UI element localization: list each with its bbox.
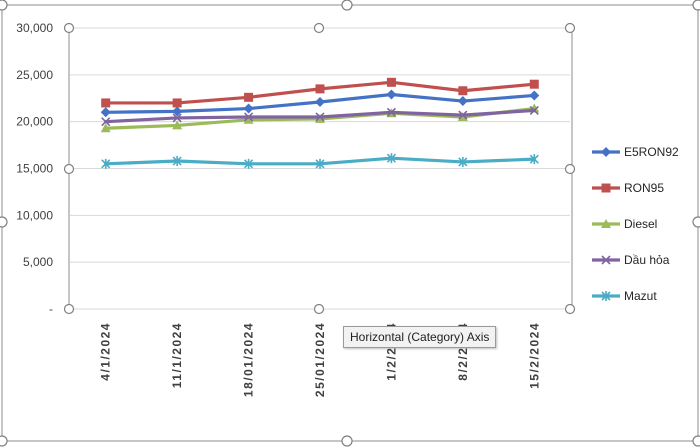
data-point-stroke — [315, 112, 325, 122]
data-point[interactable] — [386, 89, 397, 100]
data-point[interactable] — [172, 156, 182, 167]
legend-label: Dầu hỏa — [624, 253, 670, 267]
chart-resize-handle[interactable] — [341, 435, 353, 447]
data-point-stroke — [601, 255, 611, 265]
axis-tooltip: Horizontal (Category) Axis — [343, 326, 497, 348]
plot-resize-handle[interactable] — [63, 163, 75, 175]
series-group[interactable] — [100, 77, 540, 169]
chart-resize-handle[interactable] — [692, 0, 700, 11]
data-point[interactable] — [101, 98, 111, 108]
data-point[interactable] — [172, 113, 182, 123]
data-point[interactable] — [172, 98, 182, 108]
chart-resize-handle[interactable] — [0, 216, 8, 228]
data-point[interactable] — [101, 117, 111, 127]
plot-resize-handle[interactable] — [564, 22, 576, 34]
data-point-stroke — [386, 107, 396, 117]
data-point[interactable] — [100, 107, 111, 118]
y-tick-label: 5,000 — [23, 255, 53, 269]
y-axis: - 5,000 10,000 15,000 20,000 25,000 30,000 — [16, 21, 53, 316]
legend-marker[interactable] — [601, 183, 611, 193]
data-point[interactable] — [458, 110, 468, 120]
data-point[interactable] — [529, 154, 539, 165]
data-point[interactable] — [244, 112, 254, 122]
data-point[interactable] — [529, 90, 540, 101]
plot-resize-handle[interactable] — [564, 303, 576, 315]
data-point-stroke — [172, 113, 182, 123]
y-tick-label: 15,000 — [16, 162, 53, 176]
data-point-stroke — [529, 105, 539, 115]
legend-marker[interactable] — [601, 147, 611, 157]
x-tick-label[interactable]: 4/1/2024 — [99, 322, 113, 381]
y-tick-label: 20,000 — [16, 115, 53, 129]
data-point[interactable] — [243, 103, 254, 114]
legend-label: Mazut — [624, 289, 657, 303]
data-point[interactable] — [243, 114, 254, 124]
legend-marker[interactable] — [601, 255, 611, 265]
data-point-stroke — [101, 117, 111, 127]
y-tick-label: 30,000 — [16, 21, 53, 35]
data-point-stroke — [244, 112, 254, 122]
y-tick-label: 10,000 — [16, 208, 53, 222]
legend-item[interactable]: Mazut — [592, 289, 657, 303]
legend-label: Diesel — [624, 217, 657, 231]
legend-item[interactable]: RON95 — [592, 181, 664, 195]
x-axis[interactable]: 4/1/2024 11/1/2024 18/01/2024 25/01/2024 1/2… — [99, 322, 542, 397]
chart-resize-handle[interactable] — [692, 216, 700, 228]
data-point[interactable] — [315, 84, 325, 94]
data-point[interactable] — [315, 96, 325, 107]
legend-label: E5RON92 — [624, 145, 679, 159]
chart-resize-handle[interactable] — [0, 0, 8, 11]
series-RON95[interactable] — [101, 77, 539, 108]
x-tick-label[interactable]: 15/2/2024 — [527, 322, 541, 389]
series-Mazut[interactable] — [101, 153, 539, 169]
y-tick-label: - — [49, 302, 53, 316]
data-point[interactable] — [172, 106, 183, 117]
legend-label: RON95 — [624, 181, 664, 195]
plot-resize-handle[interactable] — [63, 303, 75, 315]
data-point[interactable] — [458, 86, 468, 96]
data-point[interactable] — [457, 96, 468, 107]
data-point[interactable] — [315, 112, 325, 122]
legend-marker[interactable] — [601, 291, 611, 301]
plot-resize-handle[interactable] — [564, 163, 576, 175]
legend[interactable]: E5RON92 RON95 Diesel Dầu hỏa Mazut — [592, 145, 679, 303]
data-point[interactable] — [315, 158, 325, 169]
legend-item[interactable]: Dầu hỏa — [592, 253, 670, 267]
data-point[interactable] — [100, 123, 111, 133]
plot-resize-handle[interactable] — [313, 303, 325, 315]
data-point[interactable] — [386, 153, 396, 164]
chart-resize-handle[interactable] — [692, 435, 700, 447]
data-point[interactable] — [172, 120, 183, 130]
series-E5RON92[interactable] — [100, 89, 540, 118]
data-point[interactable] — [529, 105, 539, 115]
data-point[interactable] — [529, 79, 539, 89]
data-point[interactable] — [244, 92, 254, 102]
plot-resize-handle[interactable] — [63, 22, 75, 34]
data-point[interactable] — [244, 158, 254, 169]
x-tick-label[interactable]: 11/1/2024 — [170, 322, 184, 388]
series-Dầu hỏa[interactable] — [101, 105, 539, 127]
chart-resize-handle[interactable] — [0, 435, 8, 447]
data-point[interactable] — [101, 158, 111, 169]
chart-resize-handle[interactable] — [341, 0, 353, 11]
legend-item[interactable]: E5RON92 — [592, 145, 679, 159]
data-point[interactable] — [458, 156, 468, 167]
x-tick-label[interactable]: 18/01/2024 — [242, 322, 256, 397]
data-point-stroke — [458, 110, 468, 120]
data-point[interactable] — [386, 77, 396, 87]
y-tick-label: 25,000 — [16, 68, 53, 82]
data-point[interactable] — [386, 107, 396, 117]
legend-item[interactable]: Diesel — [592, 217, 657, 231]
x-tick-label[interactable]: 25/01/2024 — [313, 322, 327, 397]
plot-resize-handle[interactable] — [313, 22, 325, 34]
legend-marker[interactable] — [601, 219, 611, 228]
